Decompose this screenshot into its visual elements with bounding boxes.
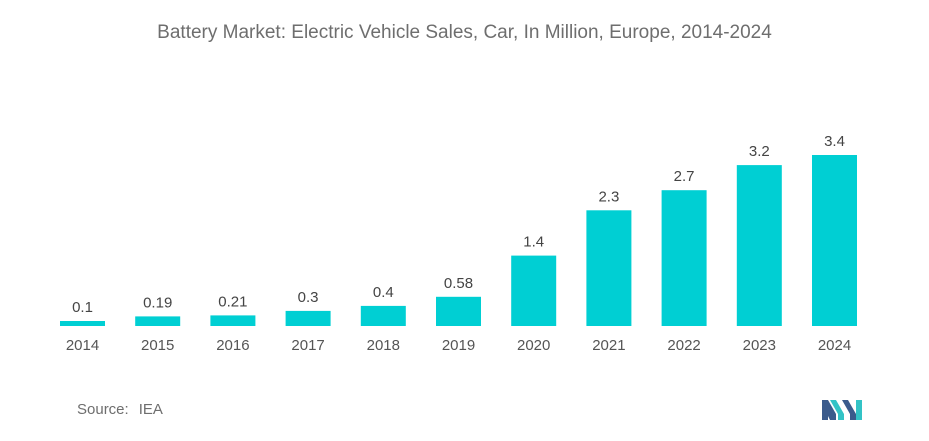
x-tick-label-2022: 2022 — [667, 337, 700, 354]
value-label-2015: 0.19 — [143, 294, 172, 311]
bar-2022 — [661, 190, 707, 326]
source-note: Source: IEA — [77, 401, 163, 418]
source-label: Source: — [77, 401, 129, 418]
x-tick-label-2024: 2024 — [818, 337, 851, 354]
value-label-2014: 0.1 — [72, 299, 93, 316]
bar-2023 — [736, 165, 782, 326]
value-label-2018: 0.4 — [373, 284, 394, 301]
value-label-2016: 0.21 — [218, 293, 247, 310]
x-tick-label-2014: 2014 — [66, 337, 99, 354]
chart-title: Battery Market: Electric Vehicle Sales, … — [157, 22, 772, 43]
x-tick-label-2021: 2021 — [592, 337, 625, 354]
x-tick-label-2016: 2016 — [216, 337, 249, 354]
x-tick-label-2019: 2019 — [442, 337, 475, 354]
value-label-2020: 1.4 — [523, 234, 544, 251]
x-tick-label-2018: 2018 — [367, 337, 400, 354]
x-tick-label-2023: 2023 — [743, 337, 776, 354]
value-label-2022: 2.7 — [674, 168, 695, 185]
value-label-2017: 0.3 — [298, 289, 319, 306]
bar-2015 — [135, 316, 181, 326]
value-label-2023: 3.2 — [749, 143, 770, 160]
bar-2021 — [586, 210, 632, 326]
bar-2017 — [285, 310, 331, 326]
value-label-2021: 2.3 — [598, 188, 619, 205]
bar-2019 — [436, 296, 481, 326]
bar-2014 — [60, 321, 105, 326]
x-tick-label-2015: 2015 — [141, 337, 174, 354]
source-value: IEA — [138, 401, 163, 418]
bar-2016 — [210, 315, 256, 326]
value-label-2019: 0.58 — [444, 275, 473, 292]
x-tick-label-2020: 2020 — [517, 337, 550, 354]
bar-2024 — [812, 155, 857, 326]
value-label-2024: 3.4 — [824, 133, 845, 150]
bar-2020 — [511, 255, 557, 326]
bar-2018 — [360, 305, 406, 326]
x-tick-label-2017: 2017 — [291, 337, 324, 354]
mordor-logo-icon — [822, 400, 862, 420]
